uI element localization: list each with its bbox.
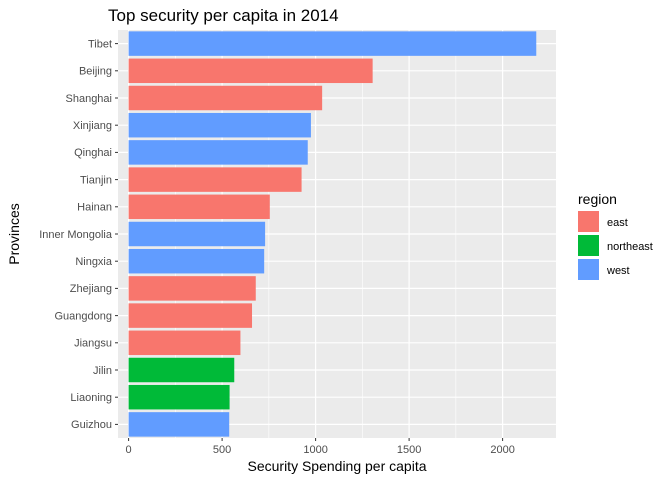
y-tick-label: Tianjin (80, 174, 112, 186)
y-tick-label: Liaoning (70, 392, 112, 404)
bar-liaoning (128, 384, 230, 410)
x-tick-label: 500 (213, 444, 231, 456)
legend-swatch-west (578, 259, 599, 280)
legend-swatch-east (578, 211, 599, 232)
y-tick-label: Qinghai (74, 147, 112, 159)
x-tick-label: 1000 (303, 444, 327, 456)
bar-qinghai (128, 140, 308, 165)
y-tick-label: Jiangsu (74, 338, 112, 350)
y-tick-label: Guangdong (55, 310, 113, 322)
legend-title: region (578, 191, 617, 207)
y-axis-title: Provinces (6, 203, 22, 264)
bar-hainan (128, 194, 270, 220)
y-tick-label: Shanghai (66, 93, 113, 105)
y-tick-label: Beijing (79, 66, 112, 78)
y-tick-label: Zhejiang (70, 283, 112, 295)
bar-jilin (128, 357, 235, 383)
x-tick-label: 0 (126, 444, 132, 456)
legend-items: east northeast west (578, 211, 653, 280)
bar-ningxia (128, 248, 265, 274)
bar-inner-mongolia (128, 221, 266, 247)
legend: region east northeast west (578, 191, 653, 280)
chart-title: Top security per capita in 2014 (108, 6, 339, 25)
y-tick-label: Xinjiang (73, 120, 112, 132)
legend-label-northeast: northeast (607, 241, 653, 253)
y-axis: Tibet Beijing Shanghai Xinjiang Qinghai Tianj… (39, 38, 118, 431)
x-axis: 0 500 1000 1500 2000 (126, 438, 515, 456)
y-tick-label: Hainan (77, 202, 112, 214)
x-tick-label: 1500 (397, 444, 421, 456)
bar-zhejiang (128, 276, 256, 301)
bar-xinjiang (128, 112, 311, 138)
y-tick-label: Guizhou (71, 419, 112, 431)
y-tick-label: Jilin (93, 365, 112, 377)
bar-tibet (128, 31, 537, 56)
y-tick-label: Inner Mongolia (39, 229, 113, 241)
x-tick-label: 2000 (490, 444, 514, 456)
legend-label-east: east (607, 217, 628, 229)
bar-guizhou (128, 412, 230, 437)
y-tick-label: Ningxia (75, 256, 113, 268)
bars-group (128, 31, 537, 437)
bar-beijing (128, 58, 373, 84)
bar-guangdong (128, 303, 253, 328)
legend-label-west: west (606, 265, 630, 277)
legend-swatch-northeast (578, 235, 599, 256)
x-axis-title: Security Spending per capita (248, 458, 427, 474)
y-tick-label: Tibet (88, 38, 112, 50)
bar-shanghai (128, 85, 323, 111)
bar-tianjin (128, 167, 302, 192)
bar-jiangsu (128, 330, 241, 356)
